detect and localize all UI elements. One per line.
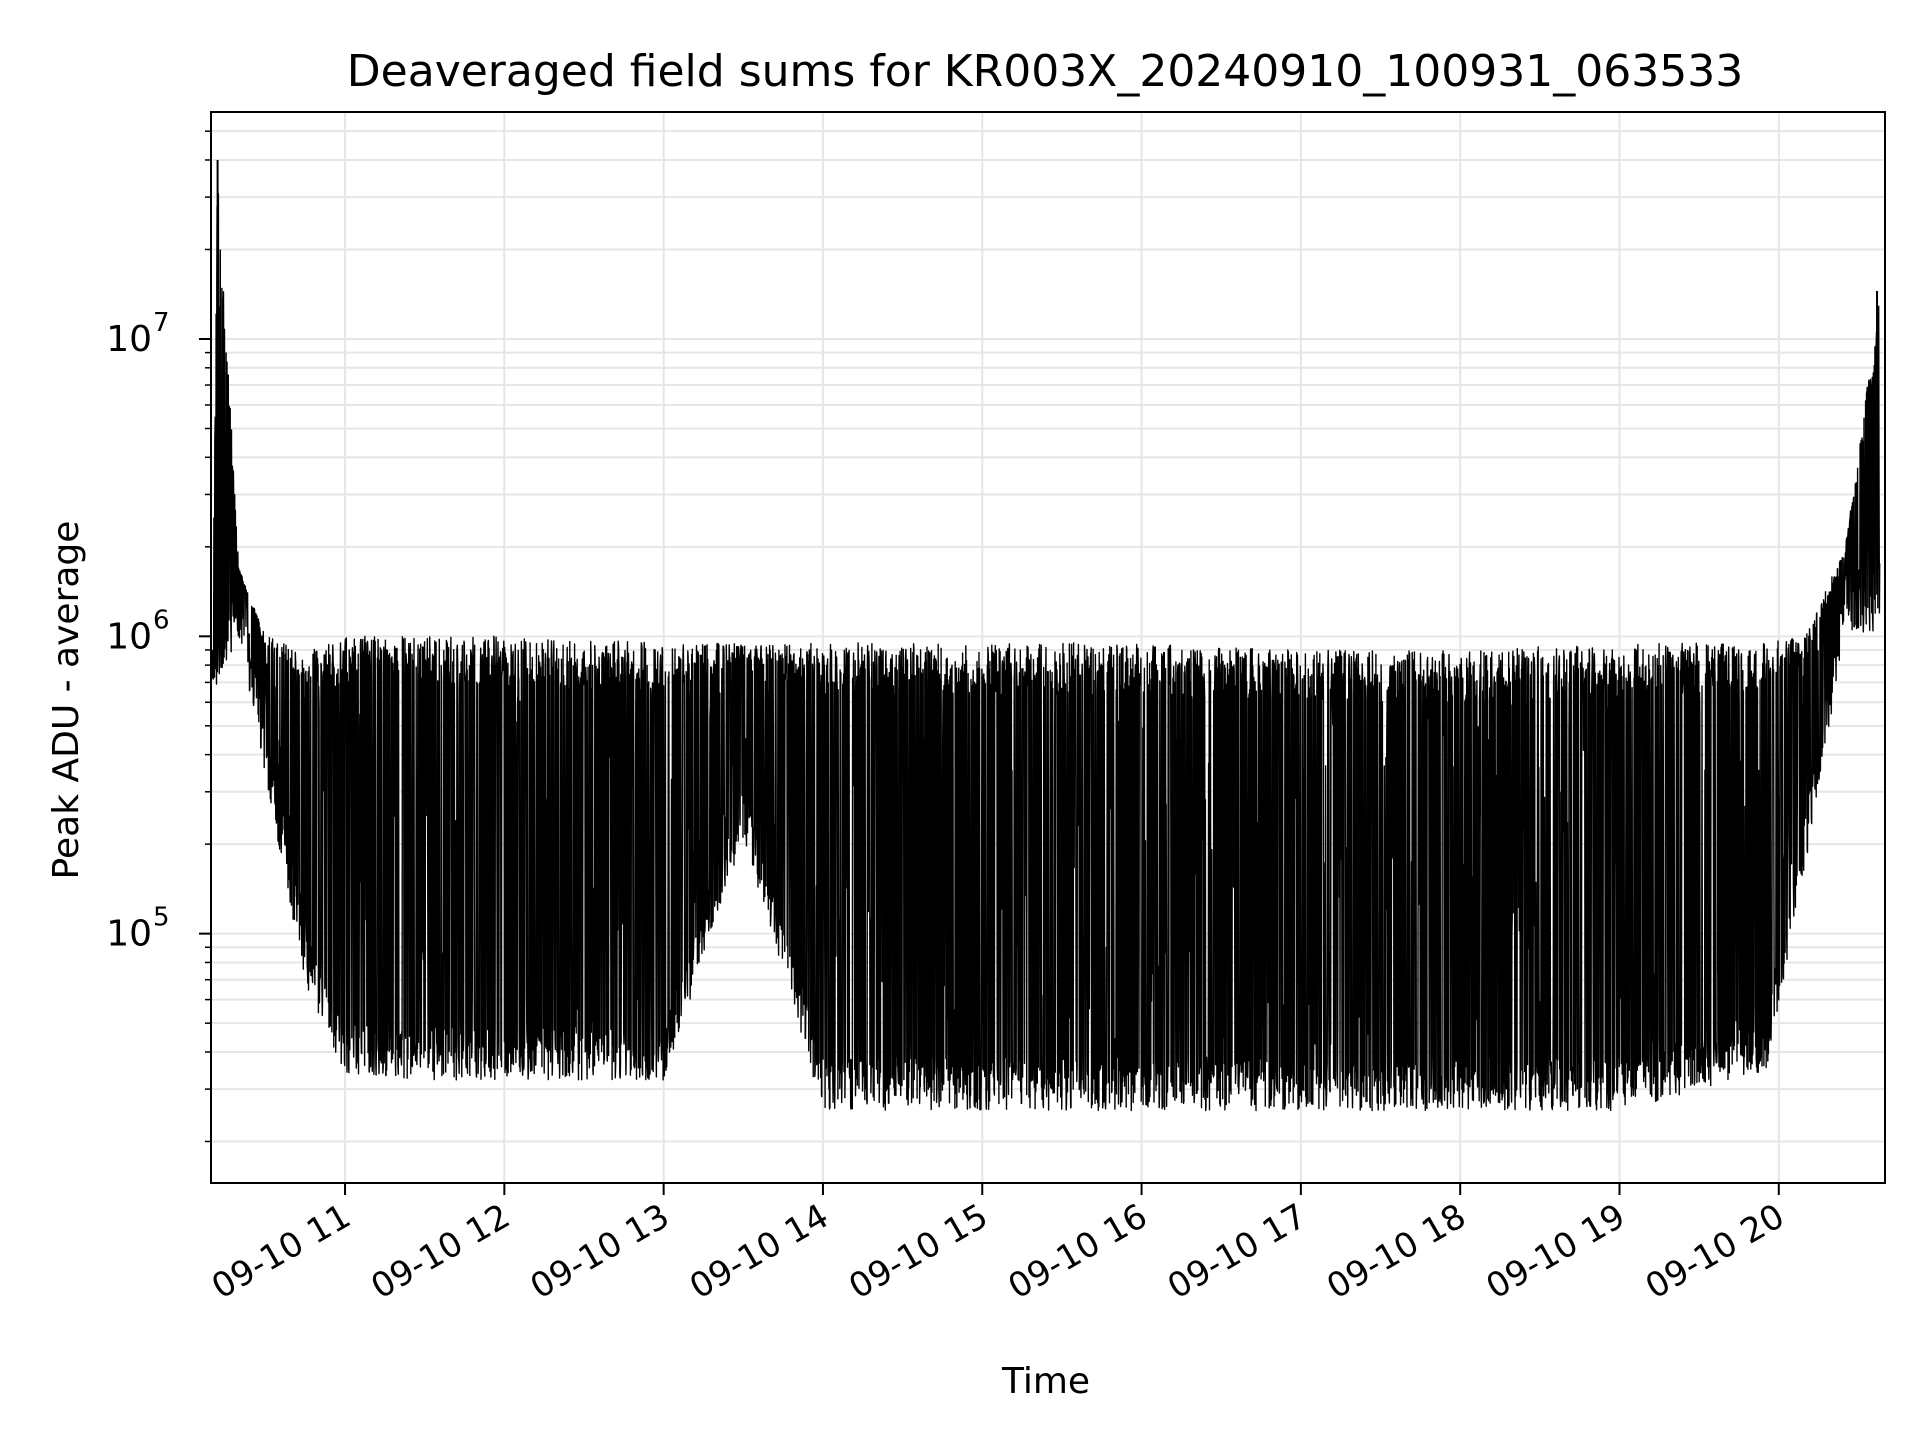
y-tick-exponent: 7: [153, 308, 170, 338]
series-line: [211, 193, 1881, 1112]
y-tick-label: 10: [106, 616, 152, 657]
y-tick-exponent: 5: [153, 903, 170, 933]
plot-frame: [210, 111, 1886, 1184]
y-tick-exponent: 6: [153, 605, 170, 635]
x-axis-label: Time: [1001, 1361, 1090, 1402]
y-tick-label: 10: [106, 319, 152, 360]
data-series: [211, 159, 1881, 1112]
y-tick-label: 10: [106, 914, 152, 955]
chart-title: Deaveraged field sums for KR003X_2024091…: [347, 46, 1743, 97]
y-axis-label: Peak ADU - average: [46, 521, 87, 880]
